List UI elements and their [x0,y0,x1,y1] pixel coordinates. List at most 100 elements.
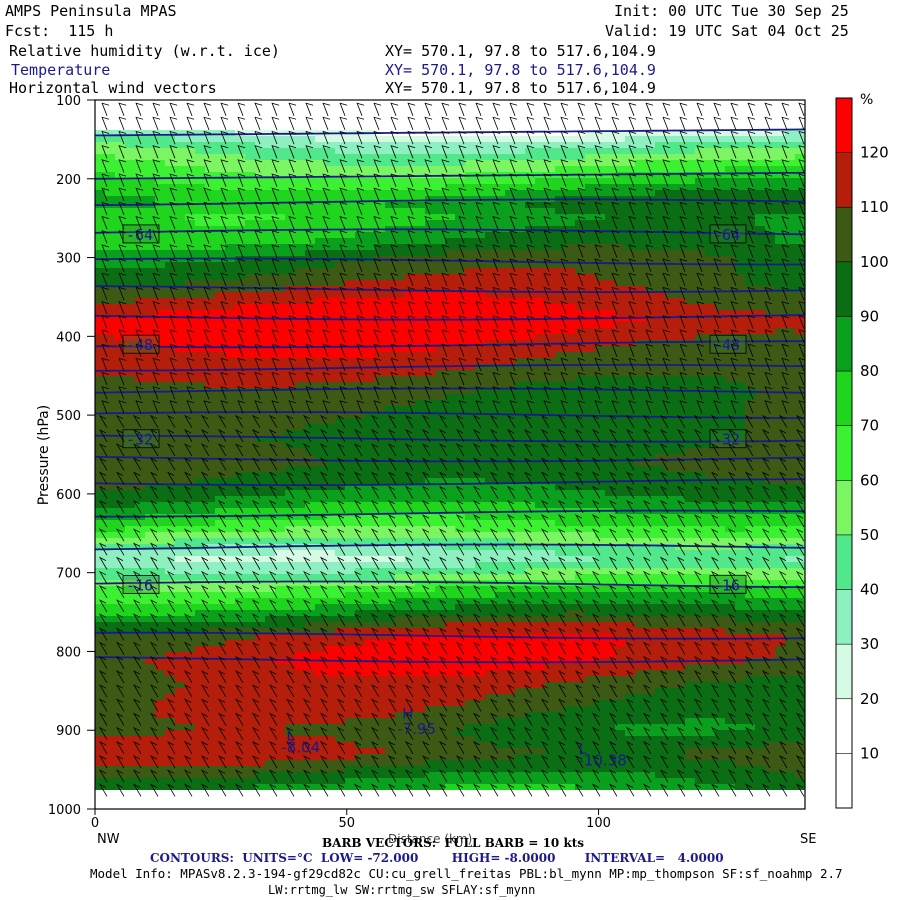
rh-cell [525,286,536,293]
rh-cell [105,142,116,149]
rh-cell [235,118,246,125]
rh-cell [235,202,246,209]
rh-cell [505,232,516,239]
rh-cell [95,238,106,245]
rh-cell [155,478,166,485]
rh-cell [465,448,476,455]
rh-cell [205,106,216,113]
rh-cell [175,364,186,371]
rh-cell [375,376,386,383]
rh-cell [115,484,126,491]
rh-cell [465,166,476,173]
rh-cell [655,232,666,239]
rh-cell [625,154,636,161]
rh-cell [545,418,556,425]
rh-cell [765,310,776,317]
rh-cell [795,184,805,191]
rh-cell [305,268,316,275]
rh-cell [785,400,796,407]
rh-cell [665,208,676,215]
rh-cell [395,346,406,353]
rh-cell [275,208,286,215]
rh-cell [585,328,596,335]
rh-cell [685,316,696,323]
rh-cell [305,334,316,341]
rh-cell [305,442,316,449]
rh-cell [345,376,356,383]
rh-cell [215,286,226,293]
rh-cell [595,424,606,431]
rh-cell [415,202,426,209]
rh-cell [255,322,266,329]
rh-cell [395,376,406,383]
rh-cell [545,118,556,125]
rh-cell [415,244,426,251]
rh-cell [375,268,386,275]
rh-cell [445,190,456,197]
rh-cell [115,112,126,119]
rh-cell [405,454,416,461]
rh-cell [775,208,786,215]
rh-cell [445,310,456,317]
rh-cell [525,514,536,521]
rh-cell [655,106,666,113]
rh-cell [205,166,216,173]
rh-cell [345,154,356,161]
rh-cell [185,484,196,491]
rh-cell [675,448,686,455]
rh-cell [435,400,446,407]
rh-cell [175,208,186,215]
rh-cell [295,310,306,317]
rh-cell [785,100,796,107]
rh-cell [775,448,786,455]
rh-cell [735,406,746,413]
rh-cell [795,406,805,413]
rh-cell [525,268,536,275]
rh-cell [315,508,326,515]
rh-cell [425,256,436,263]
rh-cell [635,346,646,353]
rh-cell [135,190,146,197]
rh-cell [115,232,126,239]
rh-cell [405,292,416,299]
rh-cell [265,382,276,389]
rh-cell [265,190,276,197]
rh-cell [585,286,596,293]
rh-cell [265,250,276,257]
rh-cell [355,160,366,167]
rh-cell [675,364,686,371]
rh-cell [705,178,716,185]
rh-cell [585,154,596,161]
rh-cell [395,334,406,341]
rh-cell [135,292,146,299]
rh-cell [285,238,296,245]
rh-cell [465,370,476,377]
rh-cell [405,328,416,335]
rh-cell [135,226,146,233]
rh-cell [475,262,486,269]
rh-cell [565,226,576,233]
rh-cell [515,448,526,455]
rh-cell [555,112,566,119]
rh-cell [285,412,296,419]
rh-cell [165,316,176,323]
rh-cell [685,382,696,389]
rh-cell [565,244,576,251]
rh-cell [315,118,326,125]
rh-cell [715,304,726,311]
rh-cell [575,406,586,413]
rh-cell [195,496,206,503]
rh-cell [195,352,206,359]
rh-cell [255,184,266,191]
rh-cell [375,472,386,479]
rh-cell [145,166,156,173]
rh-cell [575,358,586,365]
rh-cell [95,496,106,503]
rh-cell [755,220,766,227]
rh-cell [625,184,636,191]
rh-cell [315,382,326,389]
rh-cell [235,466,246,473]
rh-cell [735,496,746,503]
rh-cell [525,190,536,197]
rh-cell [285,184,296,191]
